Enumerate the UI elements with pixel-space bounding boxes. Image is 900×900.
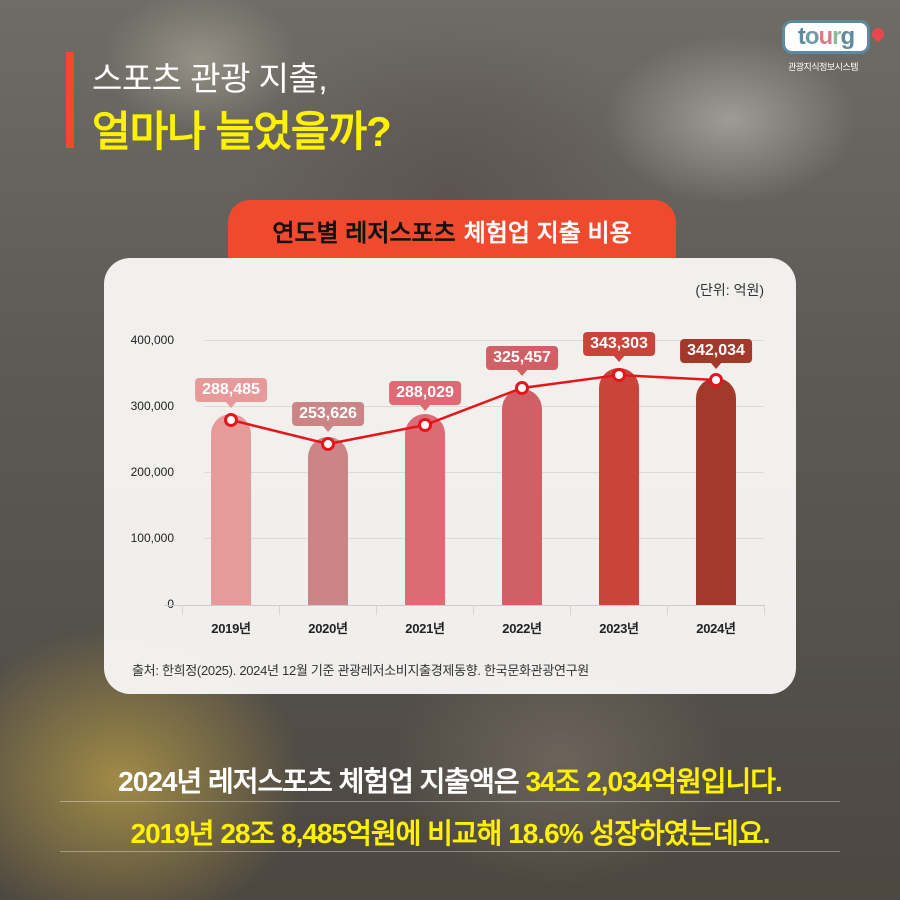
headline-line-2: 얼마나 늘었을까? [92, 108, 392, 155]
bar-2019 [211, 414, 251, 605]
x-axis-tick [376, 605, 377, 615]
value-label-2022: 325,457 [486, 346, 558, 376]
value-label-2024: 342,034 [680, 339, 752, 369]
y-tick-400000: 400,000 [130, 333, 174, 347]
summary-line-2-yellow: 2019년 28조 8,485억원에 비교해 18.6% 성장하였는데요. [130, 818, 771, 849]
gridline [204, 340, 764, 341]
x-axis-tick [279, 605, 280, 615]
value-label-2019: 288,485 [195, 378, 267, 408]
bar-2021 [405, 414, 445, 605]
summary-line-1-yellow: 34조 2,034억원입니다. [525, 766, 782, 797]
x-axis-tick [570, 605, 571, 615]
divider [60, 801, 840, 802]
x-axis-line [164, 605, 764, 606]
title-accent-bar [66, 52, 74, 148]
y-tick-200000: 200,000 [130, 465, 174, 479]
gridline [204, 472, 764, 473]
bar-2020 [308, 437, 348, 605]
divider [60, 851, 840, 852]
value-label-2020: 253,626 [292, 402, 364, 432]
x-label-2024: 2024년 [696, 621, 736, 636]
y-tick-100000: 100,000 [130, 531, 174, 545]
x-axis-tick [473, 605, 474, 615]
x-label-2022: 2022년 [502, 621, 542, 636]
value-label-2023: 343,303 [583, 332, 655, 362]
unit-label: (단위: 억원) [695, 282, 764, 298]
x-label-2019: 2019년 [211, 621, 251, 636]
bar-2022 [502, 389, 542, 605]
headline-line-1: 스포츠 관광 지출, [92, 60, 328, 97]
summary-line-1: 2024년 레저스포츠 체험업 지출액은 34조 2,034억원입니다. [0, 760, 900, 800]
summary-line-1-white: 2024년 레저스포츠 체험업 지출액은 [118, 766, 526, 797]
chart-card: (단위: 억원) 0 100,000 200,000 300,000 400,0… [104, 258, 796, 694]
gridline [204, 538, 764, 539]
map-pin-icon [869, 25, 887, 43]
x-label-2020: 2020년 [308, 621, 348, 636]
gridline [204, 406, 764, 407]
x-label-2023: 2023년 [599, 621, 639, 636]
x-axis-tick [182, 605, 183, 615]
bar-2023 [599, 368, 639, 605]
logo-subtitle: 관광지식정보시스템 [788, 62, 859, 72]
value-label-2021: 288,029 [389, 381, 461, 411]
chart-title-tab: 연도별 레저스포츠 체험업 지출 비용 [228, 200, 676, 260]
y-tick-300000: 300,000 [130, 399, 174, 413]
x-axis-tick [667, 605, 668, 615]
x-axis-tick [764, 605, 765, 615]
summary-line-2: 2019년 28조 8,485억원에 비교해 18.6% 성장하였는데요. [0, 812, 900, 852]
chart-title-dark: 연도별 레저스포츠 [272, 219, 456, 247]
y-tick-0: 0 [167, 597, 174, 611]
source-citation: 출처: 한희정(2025). 2024년 12월 기준 관광레저소비지출경제동향… [132, 663, 589, 678]
x-label-2021: 2021년 [405, 621, 445, 636]
bar-2024 [696, 378, 736, 605]
chart-title-light: 체험업 지출 비용 [463, 219, 632, 247]
